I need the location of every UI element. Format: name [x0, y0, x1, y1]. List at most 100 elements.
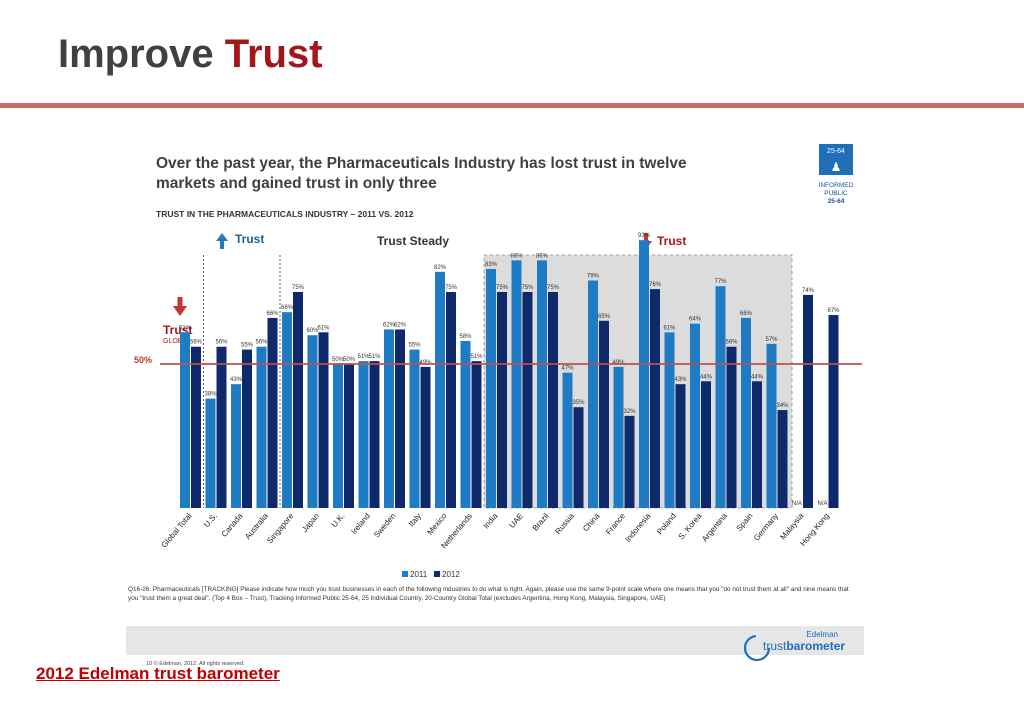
group-label-up: Trust	[235, 232, 264, 246]
badge-line1: INFORMED	[819, 182, 854, 189]
value-label-2011: 62%	[383, 322, 396, 328]
logo-word-light: trust	[763, 639, 787, 653]
bar-2011	[180, 332, 190, 508]
value-label-2012: 35%	[572, 400, 585, 406]
value-label-2011: 68%	[281, 305, 294, 311]
value-label-2011: 57%	[765, 337, 778, 343]
value-label-2012: 56%	[215, 340, 228, 346]
value-label-2012: 49%	[419, 360, 432, 366]
logo-wordmark: trustbarometer	[763, 639, 845, 653]
bar-2011	[639, 240, 649, 508]
bar-2011	[741, 317, 751, 508]
bars-layer	[180, 240, 839, 508]
value-label-2011: 86%	[536, 253, 549, 259]
bar-2012	[599, 320, 609, 508]
chart-headline-line2: markets and gained trust in only three	[156, 175, 437, 192]
badge-box	[819, 144, 853, 175]
value-label-2011: 66%	[740, 311, 753, 317]
source-link[interactable]: 2012 Edelman trust barometer	[36, 664, 280, 683]
bar-2012	[573, 407, 584, 508]
bar-2011	[690, 323, 700, 508]
bar-2012	[803, 294, 813, 508]
reference-line-label: 50%	[134, 355, 152, 365]
value-labels-layer: 61%56%38%56%43%55% 56%66%68%75%60%61%50%5…	[179, 233, 840, 507]
value-label-2011: 50%	[332, 357, 345, 363]
bar-2012	[344, 364, 354, 508]
value-label-2012: 74%	[802, 288, 815, 294]
bar-2011	[562, 372, 573, 508]
value-label-2012: 56%	[190, 340, 203, 346]
value-label-2011: 51%	[357, 354, 370, 360]
bar-2012	[471, 361, 482, 508]
value-label-2012: 75%	[496, 285, 509, 291]
value-label-2012: 44%	[751, 374, 764, 380]
value-label-2012: 61%	[317, 325, 330, 331]
bar-2011	[231, 384, 241, 508]
bar-2012	[777, 410, 788, 508]
footnote-box: Q16-26. Pharmaceuticals [TRACKING] Pleas…	[128, 586, 849, 602]
bar-2011	[435, 271, 445, 508]
bar-2012	[675, 384, 686, 508]
trustbarometer-logo: Edelman trustbarometer	[743, 630, 845, 662]
value-label-2012: 56%	[725, 340, 738, 346]
value-label-2012: 51%	[368, 354, 381, 360]
bar-2012	[318, 332, 329, 508]
value-label-2011: 64%	[689, 317, 702, 323]
slide-title: Improve Trust	[58, 32, 323, 77]
trust-down-region	[483, 254, 793, 509]
bar-2012	[369, 361, 380, 508]
title-divider	[0, 103, 1024, 108]
bar-2011	[282, 312, 292, 508]
value-label-2012: 50%	[343, 357, 356, 363]
bar-2011	[358, 361, 369, 508]
chart-headline-line1: Over the past year, the Pharmaceuticals …	[156, 155, 687, 172]
global-down-arrow-icon	[173, 297, 187, 316]
value-label-2012: 76%	[649, 282, 662, 288]
value-label-2012: 67%	[827, 308, 840, 314]
value-label-2011: 56%	[255, 340, 268, 346]
bar-2011	[256, 346, 267, 508]
bar-2012	[446, 292, 456, 508]
value-label-2011: 93%	[638, 233, 651, 239]
value-label-2012: 75%	[292, 285, 305, 291]
bar-2011	[460, 340, 471, 508]
badge-range: 25-64	[827, 148, 845, 155]
bar-2012	[293, 292, 303, 508]
bar-2011	[409, 349, 420, 508]
badge-line3: 25-64	[828, 198, 845, 205]
value-label-2011: 82%	[434, 265, 447, 271]
value-label-2011: 49%	[612, 360, 625, 366]
bar-2012	[701, 381, 711, 508]
value-label-2011: 55%	[408, 343, 421, 349]
bar-2012	[650, 289, 660, 508]
bar-2011	[384, 329, 394, 508]
bar-2012	[395, 329, 405, 508]
value-label-2011: N/A	[792, 501, 802, 507]
bar-2011	[537, 260, 547, 508]
global-marker-sublabel: GLOBAL	[163, 338, 191, 345]
value-label-2012: 32%	[623, 409, 636, 415]
value-label-2012: 66%	[266, 311, 279, 317]
bar-2012	[726, 346, 737, 508]
value-label-2012: 43%	[674, 377, 687, 383]
group-label-down: Trust	[657, 234, 686, 248]
value-label-2011: 77%	[714, 279, 727, 285]
value-label-2012: 75%	[521, 285, 534, 291]
value-label-2012: 75%	[547, 285, 560, 291]
badge-person-icon: ♟	[831, 160, 842, 174]
footnote: Q16-26. Pharmaceuticals [TRACKING] Pleas…	[128, 586, 849, 602]
page-footer: 10 © Edelman, 2012. All rights reserved.	[146, 660, 245, 667]
value-label-2011: 38%	[204, 392, 217, 398]
trust-up-arrow-icon	[216, 233, 228, 249]
legend-swatch-2011	[402, 571, 408, 577]
slide-title-part2: Trust	[224, 32, 323, 76]
value-label-2012: 55%	[241, 343, 254, 349]
value-label-2012: 51%	[470, 354, 483, 360]
value-label-2012: 75%	[445, 285, 458, 291]
bar-2011	[588, 280, 598, 508]
group-label-steady: Trust Steady	[377, 234, 449, 248]
bar-2011	[664, 332, 675, 508]
bar-2011	[715, 286, 726, 508]
badge-line2: PUBLIC	[824, 190, 848, 197]
